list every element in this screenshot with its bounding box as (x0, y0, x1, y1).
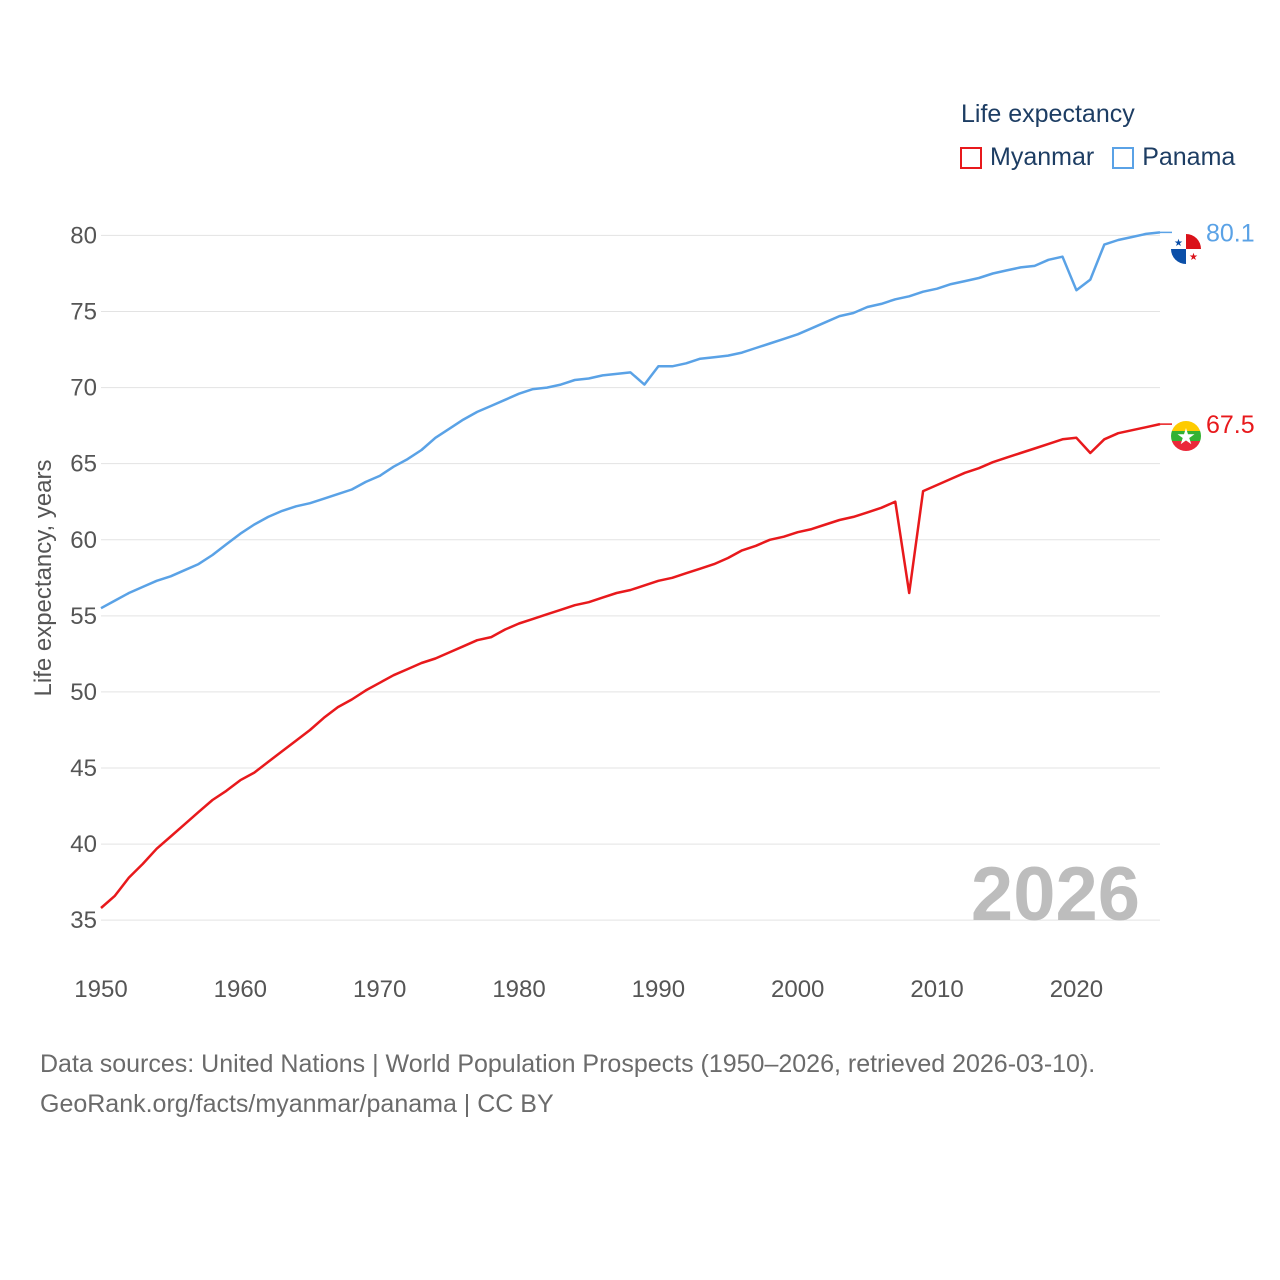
y-tick-label-75: 75 (70, 299, 97, 326)
y-tick-label-65: 65 (70, 451, 97, 478)
x-tick-label-2000: 2000 (771, 976, 824, 1003)
x-tick-label-1950: 1950 (74, 976, 127, 1003)
legend-item-myanmar[interactable]: Myanmar (960, 143, 1094, 172)
x-tick-label-1980: 1980 (492, 976, 545, 1003)
myanmar-flag-icon: ★ (1171, 421, 1201, 451)
gridlines (101, 234, 1160, 921)
legend-label-myanmar: Myanmar (990, 143, 1095, 171)
series-line-panama (100, 231, 1161, 610)
legend-item-panama[interactable]: Panama (1112, 143, 1235, 172)
y-tick-label-50: 50 (70, 679, 97, 706)
source-line: Data sources: United Nations | World Pop… (40, 1050, 1096, 1078)
end-labels: 67.5 80.1 (1206, 219, 1255, 439)
y-tick-label-70: 70 (70, 375, 97, 402)
y-tick-label-40: 40 (70, 831, 97, 858)
x-tick-label-2010: 2010 (910, 976, 963, 1003)
end-label-panama: 80.1 (1206, 219, 1255, 247)
legend: Myanmar Panama (960, 143, 1235, 172)
svg-text:★: ★ (1174, 238, 1183, 249)
series-lines (100, 231, 1172, 909)
attribution-line[interactable]: GeoRank.org/facts/myanmar/panama | CC BY (40, 1090, 554, 1118)
x-tick-label-2020: 2020 (1050, 976, 1103, 1003)
x-tick-label-1990: 1990 (632, 976, 685, 1003)
legend-label-panama: Panama (1142, 143, 1236, 171)
y-tick-label-45: 45 (70, 755, 97, 782)
svg-text:★: ★ (1176, 424, 1196, 449)
legend-title: Life expectancy (961, 100, 1135, 128)
y-tick-label-35: 35 (70, 907, 97, 934)
svg-text:★: ★ (1189, 252, 1198, 263)
x-tick-label-1960: 1960 (214, 976, 267, 1003)
legend-swatch-myanmar (960, 146, 982, 169)
legend-swatch-panama (1112, 146, 1135, 169)
year-watermark: 2026 (971, 852, 1140, 937)
source-footer: Data sources: United Nations | World Pop… (40, 1044, 1095, 1124)
panama-flag-icon: ★ ★ (1171, 234, 1201, 264)
end-label-myanmar: 67.5 (1206, 411, 1255, 439)
end-markers: ★ ★ ★ (1171, 234, 1201, 451)
y-axis-ticks: 35 40 45 50 55 60 65 70 75 80 (70, 222, 97, 934)
y-tick-label-55: 55 (70, 603, 97, 630)
y-axis-label: Life expectancy, years (30, 459, 57, 696)
x-tick-label-1970: 1970 (353, 976, 406, 1003)
series-line-myanmar (100, 422, 1161, 909)
x-axis-ticks: 1950 1960 1970 1980 1990 2000 2010 2020 (74, 976, 1103, 1003)
y-tick-label-60: 60 (70, 527, 97, 554)
y-tick-label-80: 80 (70, 222, 97, 249)
